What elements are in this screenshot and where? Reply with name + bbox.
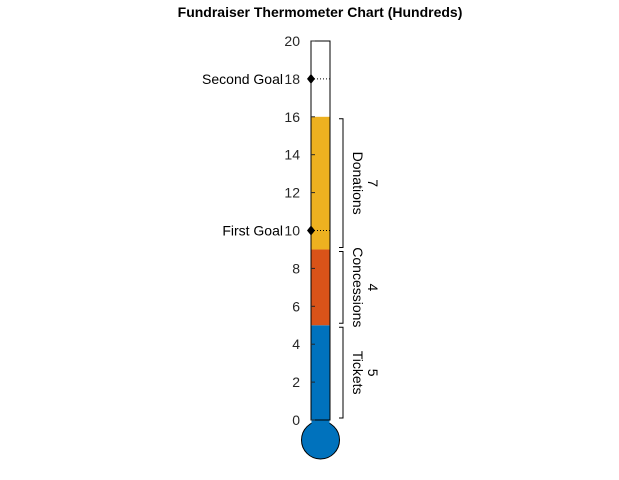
y-tick-label: 8	[292, 260, 300, 276]
goal-label: Second Goal	[202, 71, 283, 87]
y-tick-label: 6	[292, 298, 300, 314]
y-tick-label: 14	[284, 147, 300, 163]
goal-diamond-marker	[307, 225, 315, 236]
segment-value-label: 5	[365, 369, 381, 377]
segment-bars	[311, 116, 330, 420]
y-tick-label: 2	[292, 374, 300, 390]
segment-brackets: Tickets 5 Concessions 4 Donations 7	[339, 118, 381, 419]
y-tick-label: 18	[284, 71, 300, 87]
segment-bracket	[339, 250, 344, 324]
segment-name-label: Concessions	[350, 247, 366, 327]
y-tick-label: 12	[284, 185, 300, 201]
goal-label: First Goal	[222, 223, 283, 239]
y-tick-label: 4	[292, 336, 300, 352]
y-tick-label: 16	[284, 109, 300, 125]
y-tick-label: 10	[284, 223, 300, 239]
segment-bar-concessions	[311, 249, 330, 326]
segment-bracket	[339, 326, 344, 419]
bulb-circle	[301, 420, 340, 460]
y-axis-ticks: 0 2 4 6 8 10 12 14 16 18 20	[284, 33, 315, 428]
segment-bar-tickets	[311, 325, 330, 420]
segment-bracket	[339, 118, 344, 248]
segment-name-label: Tickets	[350, 351, 366, 395]
segment-value-label: 4	[365, 283, 381, 291]
y-tick-label: 0	[292, 412, 300, 428]
thermometer-bulb	[301, 418, 340, 460]
bulb-neck	[311, 418, 330, 426]
segment-value-label: 7	[365, 179, 381, 187]
y-tick-label: 20	[284, 33, 300, 49]
goal-markers: First Goal Second Goal	[202, 71, 330, 239]
chart-title: Fundraiser Thermometer Chart (Hundreds)	[178, 4, 463, 20]
segment-bar-donations	[311, 116, 330, 250]
segment-name-label: Donations	[350, 152, 366, 215]
goal-diamond-marker	[307, 73, 315, 84]
